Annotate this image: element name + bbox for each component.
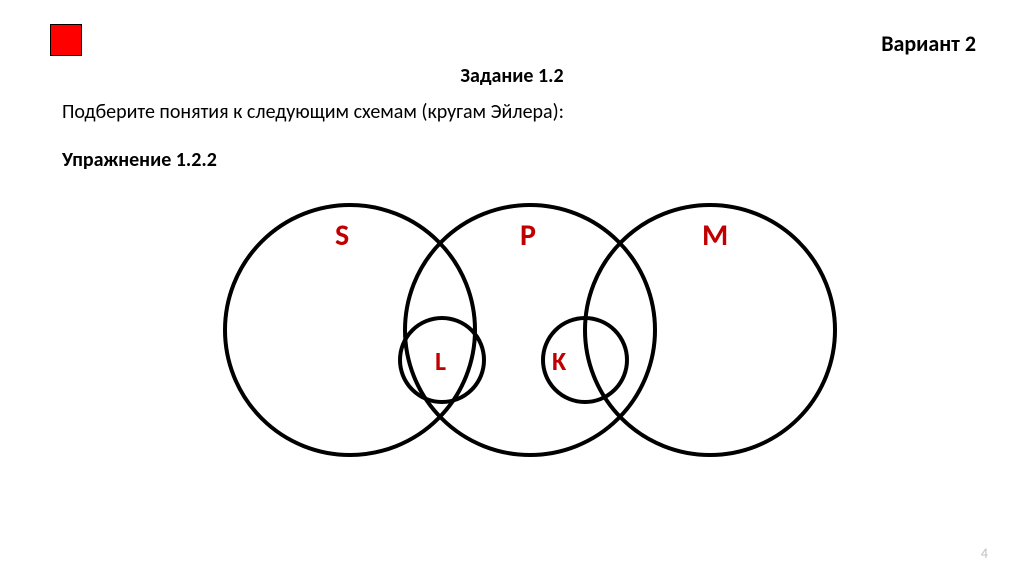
euler-svg: S P M L K (220, 180, 840, 500)
circle-label-p: P (520, 217, 536, 254)
circle-label-k: K (552, 345, 567, 377)
exercise-label: Упражнение 1.2.2 (62, 148, 217, 172)
variant-label: Вариант 2 (881, 30, 976, 57)
page-number: 4 (981, 545, 988, 562)
circle-s (225, 205, 475, 455)
euler-diagram: S P M L K (220, 180, 840, 500)
circle-label-s: S (335, 217, 349, 254)
slide-marker-square (50, 24, 82, 56)
circle-label-l: L (435, 345, 446, 377)
task-title: Задание 1.2 (0, 64, 1024, 88)
task-instruction: Подберите понятия к следующим схемам (кр… (62, 100, 564, 124)
circle-label-m: M (702, 217, 728, 254)
